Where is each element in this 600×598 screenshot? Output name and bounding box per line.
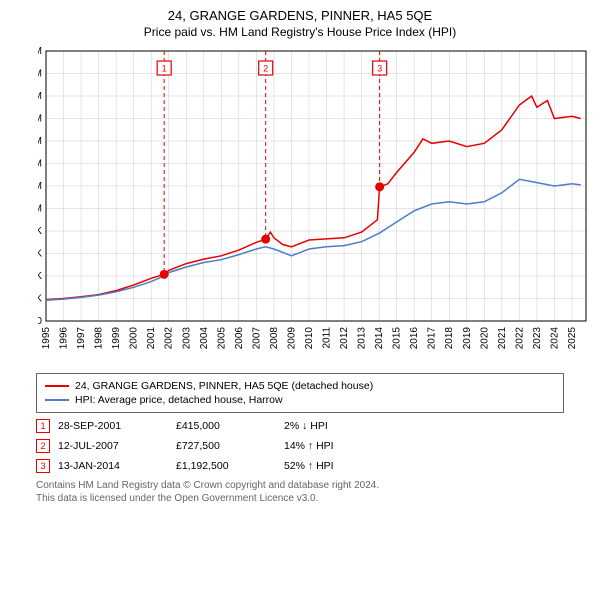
- transaction-marker: 3: [36, 459, 50, 473]
- svg-text:2: 2: [263, 64, 268, 74]
- svg-text:1997: 1997: [76, 327, 87, 350]
- svg-text:2002: 2002: [164, 327, 175, 350]
- svg-text:£1.8M: £1.8M: [38, 114, 42, 125]
- svg-text:£400K: £400K: [38, 271, 42, 282]
- transaction-pct: 14% ↑ HPI: [284, 440, 404, 452]
- svg-text:1999: 1999: [111, 327, 122, 350]
- transaction-marker: 2: [36, 439, 50, 453]
- svg-text:2000: 2000: [129, 327, 140, 350]
- svg-text:2014: 2014: [374, 327, 385, 350]
- svg-text:2018: 2018: [444, 327, 455, 350]
- svg-text:2001: 2001: [146, 327, 157, 350]
- legend-label: HPI: Average price, detached house, Harr…: [75, 394, 283, 406]
- svg-text:2011: 2011: [322, 327, 333, 349]
- svg-text:2003: 2003: [181, 327, 192, 350]
- svg-text:2010: 2010: [304, 327, 315, 350]
- transaction-marker: 1: [36, 419, 50, 433]
- svg-text:2023: 2023: [532, 327, 543, 350]
- svg-text:£2.2M: £2.2M: [38, 69, 42, 80]
- svg-text:2015: 2015: [392, 327, 403, 350]
- svg-text:2004: 2004: [199, 327, 210, 350]
- svg-text:£1.6M: £1.6M: [38, 136, 42, 147]
- page-subtitle: Price paid vs. HM Land Registry's House …: [0, 25, 600, 39]
- svg-text:1995: 1995: [41, 327, 52, 350]
- price-chart: £0 £200K £400K £600K £800K £1M £1.2M £1.4M £1.6M…: [38, 45, 598, 365]
- svg-text:1: 1: [162, 64, 167, 74]
- svg-text:2024: 2024: [549, 327, 560, 350]
- svg-text:2007: 2007: [251, 327, 262, 350]
- legend-item: 24, GRANGE GARDENS, PINNER, HA5 5QE (det…: [45, 380, 555, 392]
- svg-text:2012: 2012: [339, 327, 350, 350]
- transaction-price: £415,000: [176, 420, 276, 432]
- transaction-date: 13-JAN-2014: [58, 460, 168, 472]
- svg-text:2008: 2008: [269, 327, 280, 350]
- legend-label: 24, GRANGE GARDENS, PINNER, HA5 5QE (det…: [75, 380, 373, 392]
- svg-text:2016: 2016: [409, 327, 420, 350]
- svg-text:£0: £0: [38, 316, 42, 327]
- svg-text:1996: 1996: [59, 327, 70, 350]
- svg-text:£2.4M: £2.4M: [38, 46, 42, 57]
- page-title: 24, GRANGE GARDENS, PINNER, HA5 5QE: [0, 8, 600, 23]
- transaction-pct: 2% ↓ HPI: [284, 420, 404, 432]
- svg-text:2025: 2025: [567, 327, 578, 350]
- svg-text:2021: 2021: [497, 327, 508, 350]
- transaction-price: £1,192,500: [176, 460, 276, 472]
- svg-text:2005: 2005: [216, 327, 227, 350]
- svg-text:2020: 2020: [479, 327, 490, 350]
- transaction-price: £727,500: [176, 440, 276, 452]
- svg-text:£1.4M: £1.4M: [38, 159, 42, 170]
- svg-text:£1.2M: £1.2M: [38, 181, 42, 192]
- svg-text:2022: 2022: [514, 327, 525, 350]
- svg-text:2019: 2019: [462, 327, 473, 350]
- footer-line-1: Contains HM Land Registry data © Crown c…: [36, 479, 564, 492]
- legend-swatch: [45, 385, 69, 387]
- footer-attribution: Contains HM Land Registry data © Crown c…: [36, 479, 564, 505]
- transaction-row: 3 13-JAN-2014 £1,192,500 52% ↑ HPI: [36, 459, 564, 473]
- svg-text:£1M: £1M: [38, 204, 42, 215]
- svg-text:2009: 2009: [286, 327, 297, 350]
- svg-text:3: 3: [377, 64, 382, 74]
- svg-text:£2M: £2M: [38, 91, 42, 102]
- svg-text:2006: 2006: [234, 327, 245, 350]
- svg-text:1998: 1998: [94, 327, 105, 350]
- svg-text:£800K: £800K: [38, 226, 42, 237]
- transaction-date: 12-JUL-2007: [58, 440, 168, 452]
- legend-swatch: [45, 399, 69, 401]
- transaction-pct: 52% ↑ HPI: [284, 460, 404, 472]
- svg-text:£200K: £200K: [38, 294, 42, 305]
- transaction-row: 1 28-SEP-2001 £415,000 2% ↓ HPI: [36, 419, 564, 433]
- footer-line-2: This data is licensed under the Open Gov…: [36, 492, 564, 505]
- transaction-row: 2 12-JUL-2007 £727,500 14% ↑ HPI: [36, 439, 564, 453]
- svg-text:2017: 2017: [427, 327, 438, 350]
- legend-box: 24, GRANGE GARDENS, PINNER, HA5 5QE (det…: [36, 373, 564, 413]
- transaction-date: 28-SEP-2001: [58, 420, 168, 432]
- svg-text:£600K: £600K: [38, 249, 42, 260]
- legend-item: HPI: Average price, detached house, Harr…: [45, 394, 555, 406]
- svg-text:2013: 2013: [357, 327, 368, 350]
- transactions-table: 1 28-SEP-2001 £415,000 2% ↓ HPI 2 12-JUL-2007…: [36, 419, 564, 473]
